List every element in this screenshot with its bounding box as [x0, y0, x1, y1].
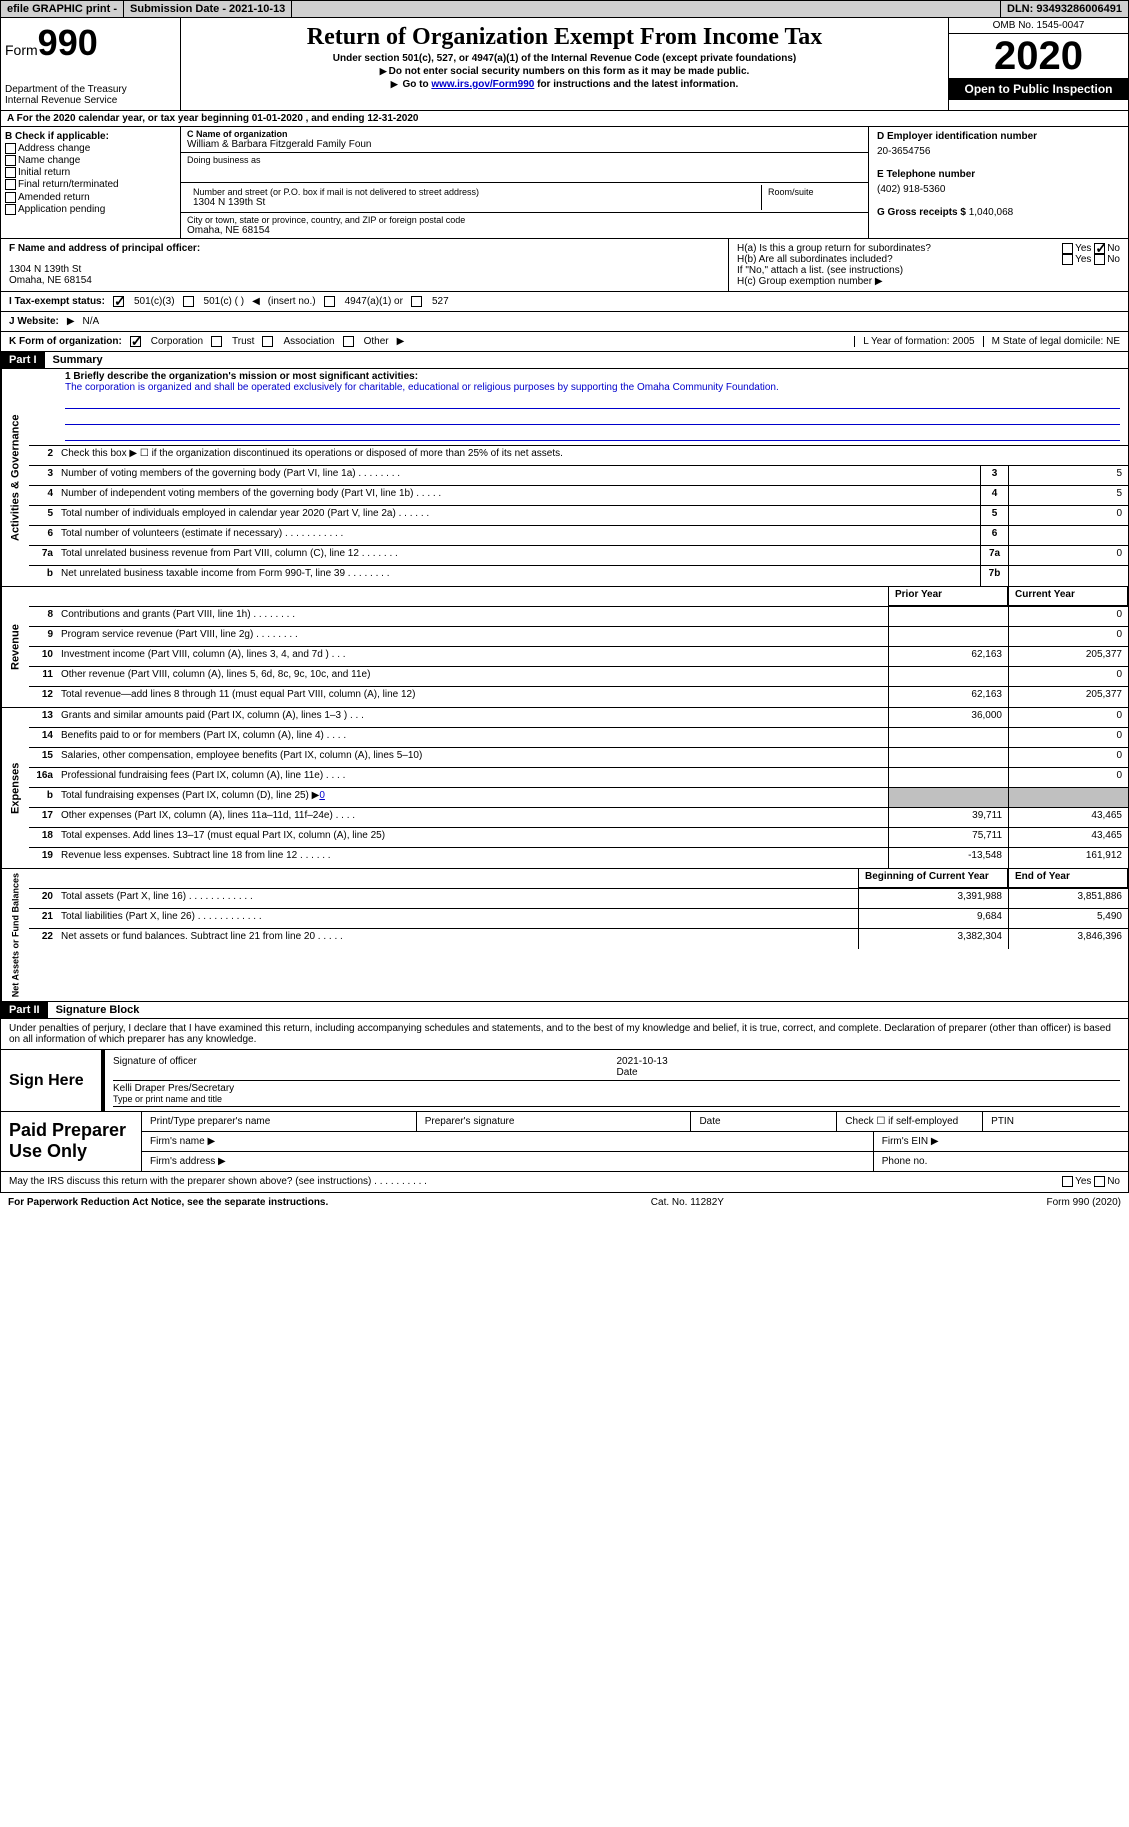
state-domicile: M State of legal domicile: NE: [983, 336, 1120, 347]
website-value: N/A: [83, 316, 100, 327]
paid-preparer: Paid Preparer Use Only Print/Type prepar…: [0, 1112, 1129, 1172]
cb-501c[interactable]: [183, 296, 194, 307]
cb-assoc[interactable]: [262, 336, 273, 347]
city: Omaha, NE 68154: [187, 225, 862, 236]
submission-date: Submission Date - 2021-10-13: [124, 1, 292, 17]
page-footer: For Paperwork Reduction Act Notice, see …: [0, 1193, 1129, 1212]
tab-expenses: Expenses: [1, 708, 29, 868]
summary-expenses: Expenses 13Grants and similar amounts pa…: [0, 708, 1129, 869]
officer-addr2: Omaha, NE 68154: [9, 275, 720, 286]
row-fh: F Name and address of principal officer:…: [0, 239, 1129, 292]
signature-block: Under penalties of perjury, I declare th…: [0, 1019, 1129, 1112]
may-discuss: May the IRS discuss this return with the…: [0, 1172, 1129, 1192]
cb-may-no[interactable]: [1094, 1176, 1105, 1187]
subtitle-2: Do not enter social security numbers on …: [189, 66, 940, 77]
part-2-header: Part II Signature Block: [0, 1002, 1129, 1019]
row-j-website: J Website: ▶ N/A: [0, 312, 1129, 332]
telephone: (402) 918-5360: [877, 184, 1120, 195]
irs: Internal Revenue Service: [5, 95, 176, 106]
tab-governance: Activities & Governance: [1, 369, 29, 586]
col-c-org: C Name of organization William & Barbara…: [181, 127, 868, 238]
open-inspection: Open to Public Inspection: [949, 78, 1128, 100]
subtitle-3: Go to www.irs.gov/Form990 for instructio…: [189, 79, 940, 90]
officer-addr1: 1304 N 139th St: [9, 264, 720, 275]
sig-officer-label: Signature of officer: [113, 1056, 617, 1078]
cb-corp[interactable]: [130, 336, 141, 347]
cb-final-return[interactable]: Final return/terminated: [5, 179, 176, 190]
cb-may-yes[interactable]: [1062, 1176, 1073, 1187]
row-i-tax-status: I Tax-exempt status: 501(c)(3) 501(c) ( …: [0, 292, 1129, 312]
row-klm: K Form of organization: Corporation Trus…: [0, 332, 1129, 352]
topbar: efile GRAPHIC print - Submission Date - …: [0, 0, 1129, 18]
efile-print-button[interactable]: efile GRAPHIC print -: [1, 1, 124, 17]
cb-other[interactable]: [343, 336, 354, 347]
cb-name-change[interactable]: Name change: [5, 155, 176, 166]
org-name: William & Barbara Fitzgerald Family Foun: [187, 139, 862, 150]
form-number: Form990: [5, 22, 176, 64]
form-title: Return of Organization Exempt From Incom…: [189, 24, 940, 51]
cb-application-pending[interactable]: Application pending: [5, 204, 176, 215]
year-formation: L Year of formation: 2005: [854, 336, 974, 347]
signer-name: Kelli Draper Pres/Secretary: [113, 1083, 1120, 1094]
cb-initial-return[interactable]: Initial return: [5, 167, 176, 178]
cb-527[interactable]: [411, 296, 422, 307]
ein: 20-3654756: [877, 146, 1120, 157]
cb-amended[interactable]: Amended return: [5, 192, 176, 203]
summary-revenue: Revenue Prior YearCurrent Year 8Contribu…: [0, 587, 1129, 708]
topbar-spacer: [292, 1, 1001, 17]
omb-number: OMB No. 1545-0047: [949, 18, 1128, 34]
col-d-ein: D Employer identification number 20-3654…: [868, 127, 1128, 238]
cb-501c3[interactable]: [113, 296, 124, 307]
mission-text: The corporation is organized and shall b…: [65, 382, 1120, 393]
tab-revenue: Revenue: [1, 587, 29, 707]
tax-year: 2020: [949, 34, 1128, 78]
penalty-text: Under penalties of perjury, I declare th…: [1, 1019, 1128, 1050]
irs-link[interactable]: www.irs.gov/Form990: [431, 79, 534, 90]
cb-address-change[interactable]: Address change: [5, 143, 176, 154]
part-1-header: Part I Summary: [0, 352, 1129, 369]
sign-here-label: Sign Here: [1, 1050, 101, 1111]
gross-receipts: 1,040,068: [969, 207, 1014, 218]
tab-netassets: Net Assets or Fund Balances: [1, 869, 29, 1001]
subtitle-1: Under section 501(c), 527, or 4947(a)(1)…: [189, 53, 940, 64]
summary-netassets: Net Assets or Fund Balances Beginning of…: [0, 869, 1129, 1002]
summary-governance: Activities & Governance 1 Briefly descri…: [0, 369, 1129, 587]
paid-preparer-label: Paid Preparer Use Only: [1, 1112, 141, 1171]
dln: DLN: 93493286006491: [1001, 1, 1128, 17]
street: 1304 N 139th St: [193, 197, 755, 208]
dept-treasury: Department of the Treasury: [5, 84, 176, 95]
cb-4947[interactable]: [324, 296, 335, 307]
section-bcd: B Check if applicable: Address change Na…: [0, 127, 1129, 239]
cb-trust[interactable]: [211, 336, 222, 347]
row-a-period: A For the 2020 calendar year, or tax yea…: [0, 111, 1129, 127]
form-header: Form990 Department of the Treasury Inter…: [0, 18, 1129, 111]
col-b-checkboxes: B Check if applicable: Address change Na…: [1, 127, 181, 238]
